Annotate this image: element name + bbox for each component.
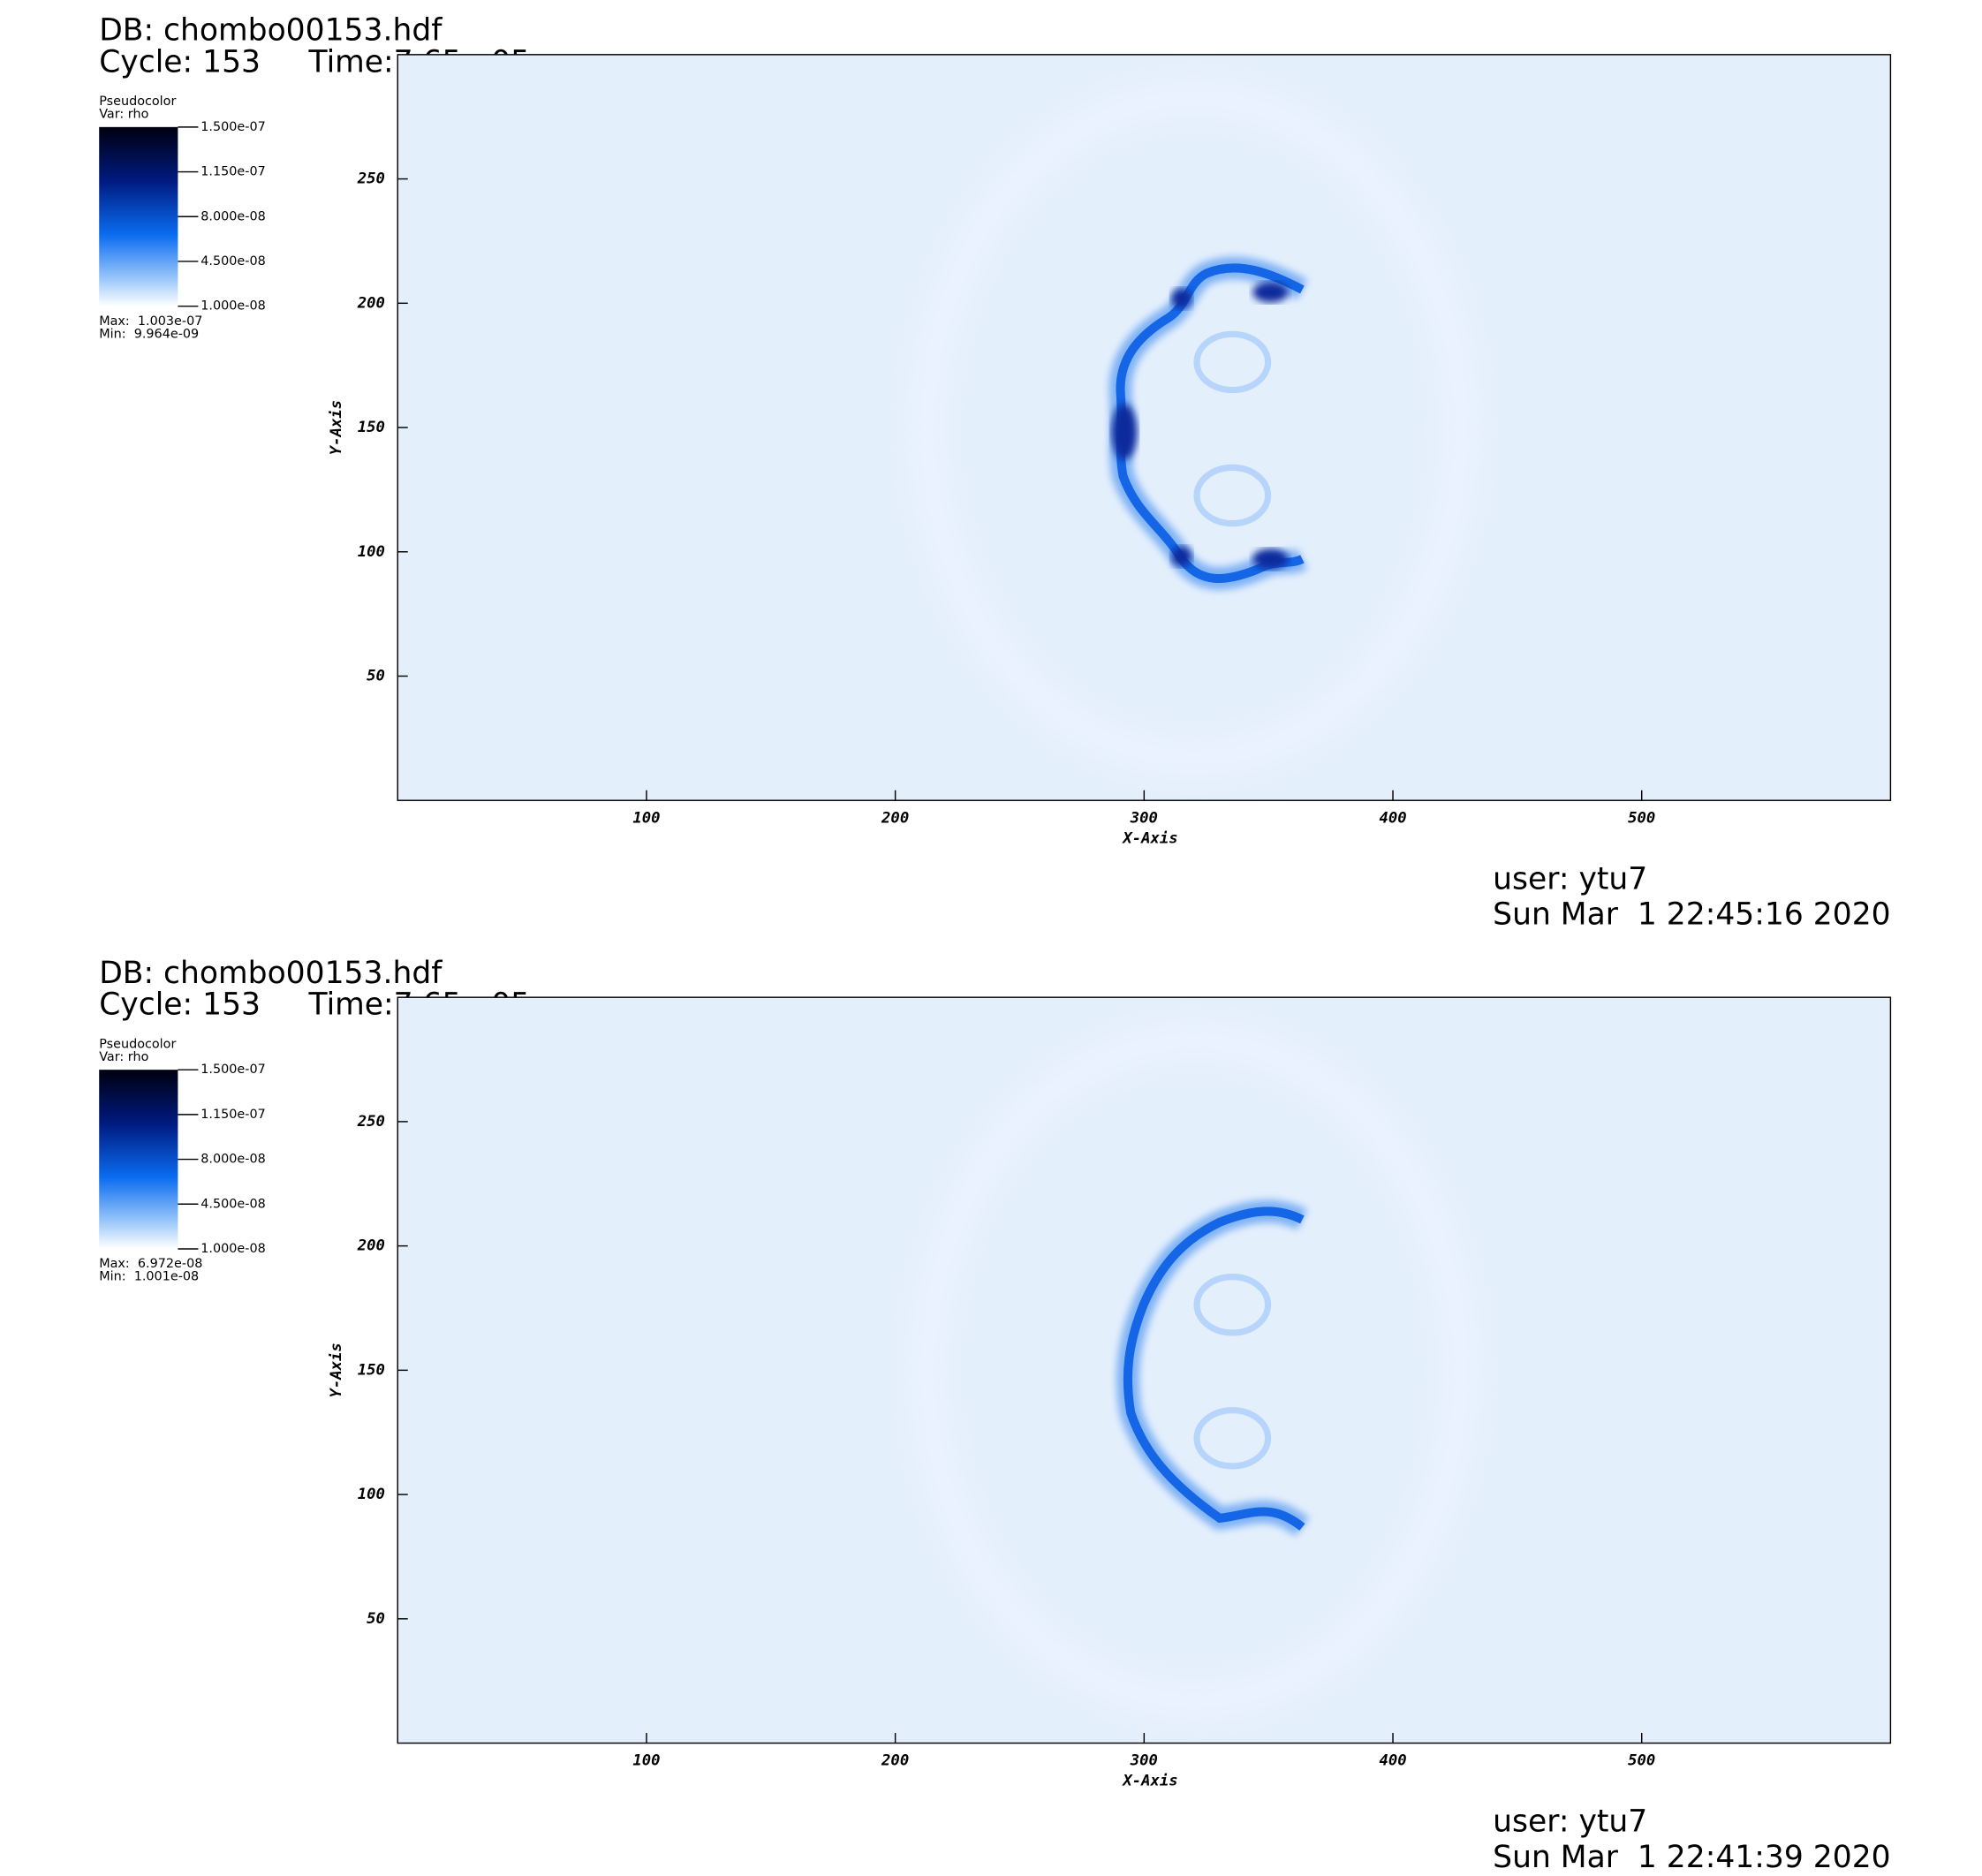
colorbar-tick-label: 4.500e-08: [200, 254, 265, 269]
dense-spot: [1171, 288, 1192, 309]
colorbar-tick-label: 8.000e-08: [200, 209, 265, 223]
legend-max: Max: 6.972e-08: [99, 1257, 202, 1271]
y-tick-label: 200: [357, 1237, 385, 1255]
bow-shock: [908, 79, 1480, 778]
user-label: user: ytu7: [1493, 861, 1647, 896]
y-tick-label: 150: [358, 419, 385, 436]
cycle-label: Cycle: 153: [99, 987, 261, 1023]
x-tick-label: 200: [881, 1752, 909, 1770]
vortex: [1193, 464, 1272, 527]
x-tick-label: 400: [1379, 809, 1406, 827]
colorbar-tick-label: 1.500e-07: [200, 120, 265, 134]
date-label: Sun Mar 1 22:41:39 2020: [1493, 1840, 1890, 1875]
x-axis-title: X-Axis: [1121, 829, 1177, 847]
colorbar-tick-label: 1.500e-07: [200, 1063, 265, 1077]
x-tick-label: 400: [1379, 1752, 1406, 1770]
legend-title: Pseudocolor: [99, 1037, 176, 1051]
y-tick-label: 50: [367, 667, 385, 685]
y-tick-label: 200: [357, 294, 385, 312]
legend-title: Pseudocolor: [99, 95, 176, 109]
legend-var: Var: rho: [99, 107, 148, 121]
colorbar-tick-label: 1.000e-08: [200, 299, 265, 314]
legend-max: Max: 1.003e-07: [99, 314, 202, 329]
x-tick-label: 100: [632, 1752, 660, 1770]
colorbar: [99, 1070, 178, 1249]
x-tick-label: 300: [1130, 1752, 1158, 1770]
db-label: DB: chombo00153.hdf: [99, 12, 443, 48]
cycle-label: Cycle: 153: [99, 44, 261, 79]
y-tick-label: 250: [357, 170, 385, 188]
dense-spot: [1252, 548, 1289, 570]
dense-spot: [1111, 404, 1138, 460]
db-label: DB: chombo00153.hdf: [99, 956, 443, 991]
x-tick-label: 500: [1628, 809, 1655, 827]
x-tick-label: 500: [1628, 1752, 1655, 1770]
colorbar-tick-label: 8.000e-08: [200, 1153, 265, 1167]
colorbar-tick-label: 4.500e-08: [200, 1197, 265, 1211]
dense-spot: [1171, 546, 1192, 567]
vortex: [1193, 1274, 1272, 1336]
x-axis-title: X-Axis: [1121, 1773, 1177, 1790]
colorbar: [99, 126, 178, 306]
y-axis-title: Y-Axis: [328, 1343, 345, 1397]
y-tick-label: 50: [367, 1610, 385, 1628]
date-label: Sun Mar 1 22:45:16 2020: [1493, 897, 1890, 933]
x-tick-label: 200: [881, 809, 909, 827]
legend-var: Var: rho: [99, 1050, 148, 1064]
y-tick-label: 100: [358, 543, 385, 561]
field-background: [397, 54, 1891, 801]
bow-shock: [908, 1021, 1480, 1721]
legend-min: Min: 1.001e-08: [99, 1270, 199, 1284]
y-tick-label: 100: [358, 1486, 385, 1503]
x-tick-label: 100: [632, 809, 660, 827]
user-label: user: ytu7: [1493, 1804, 1647, 1840]
colorbar-tick-label: 1.150e-07: [200, 165, 265, 179]
y-axis-title: Y-Axis: [328, 400, 345, 455]
dense-spot: [1252, 282, 1289, 303]
field-background: [397, 997, 1891, 1744]
y-tick-label: 250: [357, 1113, 385, 1131]
x-tick-label: 300: [1130, 809, 1158, 827]
colorbar-tick-label: 1.150e-07: [200, 1108, 265, 1122]
density-front: [1123, 1207, 1305, 1532]
colorbar-tick-label: 1.000e-08: [200, 1242, 265, 1256]
vortex: [1193, 330, 1272, 394]
legend-min: Min: 9.964e-09: [99, 327, 199, 341]
vortex: [1193, 1407, 1272, 1470]
y-tick-label: 150: [358, 1361, 385, 1379]
